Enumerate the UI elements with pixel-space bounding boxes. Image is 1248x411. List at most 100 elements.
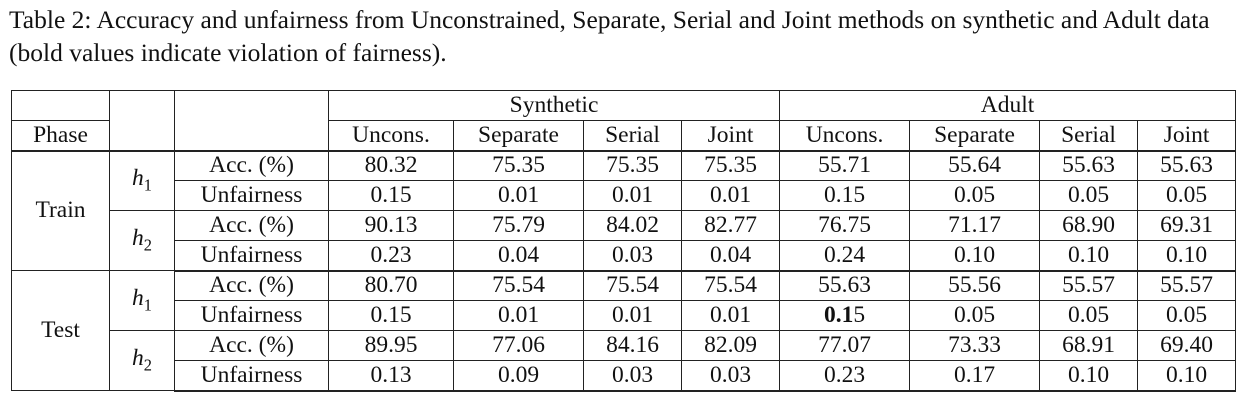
value-cell: 68.90: [1039, 210, 1139, 241]
value-cell: 84.02: [583, 210, 682, 241]
value-cell: 80.32: [328, 150, 454, 181]
value-cell: 75.35: [453, 150, 584, 181]
value-cell: 0.23: [779, 360, 911, 392]
table-row: h2 Acc. (%) 90.13 75.79 84.02 82.77 76.75 71.17…: [12, 210, 1237, 271]
value-cell: 0.01: [583, 300, 682, 331]
method-header: Joint: [1137, 120, 1237, 152]
phase-cell: Train: [11, 150, 110, 271]
value-cell: 77.07: [779, 330, 911, 361]
value-cell: 0.13: [328, 360, 454, 392]
table-row: Unfairness 0.15 0.01 0.01 0.01 0.15 0.05 0.05 0.…: [12, 300, 1237, 331]
value-cell: 0.15: [779, 300, 911, 331]
hypothesis-symbol: h2: [132, 345, 152, 375]
value-cell: 0.10: [1039, 360, 1139, 392]
value-cell: 0.05: [1039, 300, 1139, 331]
value-cell: 0.01: [453, 300, 584, 331]
value-cell: 0.15: [779, 180, 911, 211]
value-cell: 55.71: [779, 150, 911, 181]
value-cell: 69.40: [1137, 330, 1237, 361]
method-header: Joint: [680, 120, 781, 152]
group-header-synthetic: Synthetic: [327, 90, 781, 121]
results-body: Train h1 Acc. (%) 80.32 75.35 75.35 75.35 55.71…: [11, 150, 1237, 392]
phase-cell: Test: [11, 270, 110, 391]
value-cell: 82.09: [680, 330, 781, 361]
value-cell: 89.95: [328, 330, 454, 361]
value-cell: 0.05: [1137, 300, 1237, 331]
hypothesis-cell: h1: [109, 150, 175, 211]
method-header: Uncons.: [779, 120, 911, 152]
value-cell: 0.24: [779, 240, 911, 272]
table-row: Unfairness 0.23 0.04 0.03 0.04 0.24 0.10 0.10 0.…: [12, 240, 1237, 272]
value-cell: 0.05: [1039, 180, 1139, 211]
value-cell: 75.54: [583, 270, 682, 301]
value-cell: 0.17: [909, 360, 1041, 392]
value-cell: 0.10: [1137, 360, 1237, 392]
value-cell: 0.01: [680, 180, 781, 211]
method-header: Uncons.: [328, 120, 454, 152]
value-cell: 55.63: [1137, 150, 1237, 181]
value-cell: 0.09: [453, 360, 584, 392]
value-cell: 75.54: [680, 270, 781, 301]
metric-label: Acc. (%): [174, 150, 329, 181]
method-header: Separate: [909, 120, 1041, 152]
value-cell: 0.15: [328, 300, 454, 331]
table-row: Unfairness 0.15 0.01 0.01 0.01 0.15 0.05 0.05 0.…: [12, 180, 1237, 211]
value-cell: 90.13: [328, 210, 454, 241]
value-cell: 55.57: [1039, 270, 1139, 301]
value-cell: 0.23: [328, 240, 454, 272]
table-row: Unfairness 0.13 0.09 0.03 0.03 0.23 0.17 0.10 0.…: [12, 360, 1237, 392]
header-cell-empty: [11, 90, 110, 121]
method-header: Serial: [1039, 120, 1139, 152]
value-cell: 75.35: [680, 150, 781, 181]
table-row: Test h1 Acc. (%) 80.70 75.54 75.54 75.54 55.63 5…: [11, 270, 1237, 391]
hypothesis-symbol: h2: [132, 225, 152, 255]
value-cell: 55.63: [1039, 150, 1139, 181]
value-cell: 82.77: [680, 210, 781, 241]
value-cell: 0.03: [583, 240, 682, 272]
value-cell: 0.03: [583, 360, 682, 392]
header-cell-empty: [109, 90, 175, 121]
value-cell: 55.56: [909, 270, 1041, 301]
value-cell: 73.33: [909, 330, 1041, 361]
table-row: Train h1 Acc. (%) 80.32 75.35 75.35 75.35 55.71…: [11, 150, 1237, 271]
hypothesis-cell: h2: [109, 330, 175, 391]
phase-header: Phase: [11, 120, 110, 152]
value-cell: 0.10: [909, 240, 1041, 272]
table-row: h2 Acc. (%) 89.95 77.06 84.16 82.09 77.07 73.33…: [12, 330, 1237, 391]
value-cell: 0.15: [328, 180, 454, 211]
value-cell: 75.79: [453, 210, 584, 241]
value-cell: 0.03: [680, 360, 781, 392]
hypothesis-cell: h1: [109, 270, 175, 331]
value-cell: 0.10: [1039, 240, 1139, 272]
metric-label: Acc. (%): [174, 270, 329, 301]
method-header: Separate: [453, 120, 584, 152]
value-cell: 0.01: [583, 180, 682, 211]
results-table: Synthetic Adult Phase Uncons. Separate S…: [11, 90, 1237, 392]
value-cell: 55.63: [779, 270, 911, 301]
metric-label: Acc. (%): [174, 330, 329, 361]
hypothesis-cell: h2: [109, 210, 175, 271]
method-header: Serial: [583, 120, 682, 152]
value-cell: 0.10: [1137, 240, 1237, 272]
value-cell: 68.91: [1039, 330, 1139, 361]
value-cell: 0.05: [1137, 180, 1237, 211]
value-cell: 0.01: [453, 180, 584, 211]
value-cell: 0.05: [909, 300, 1041, 331]
metric-label: Unfairness: [174, 240, 329, 272]
value-cell: 80.70: [328, 270, 454, 301]
metric-label: Acc. (%): [174, 210, 329, 241]
value-cell: 75.54: [453, 270, 584, 301]
metric-label: Unfairness: [174, 300, 329, 331]
value-cell: 77.06: [453, 330, 584, 361]
value-cell: 55.57: [1137, 270, 1237, 301]
group-header-adult: Adult: [779, 90, 1237, 121]
value-cell: 71.17: [909, 210, 1041, 241]
hypothesis-symbol: h1: [132, 165, 152, 196]
header-cell-empty: [174, 120, 329, 152]
value-cell: 75.35: [583, 150, 682, 181]
header-cell-empty: [109, 120, 175, 152]
value-cell: 55.64: [909, 150, 1041, 181]
value-cell: 0.05: [909, 180, 1041, 211]
value-cell: 0.01: [680, 300, 781, 331]
value-cell: 0.04: [680, 240, 781, 272]
